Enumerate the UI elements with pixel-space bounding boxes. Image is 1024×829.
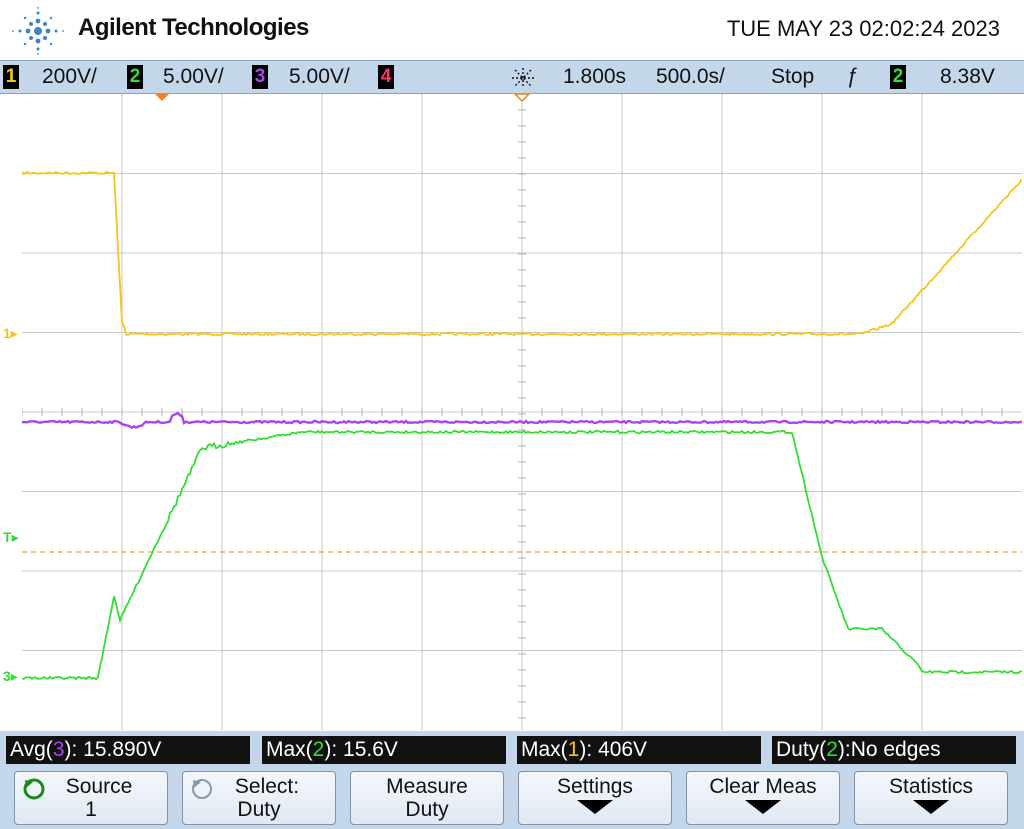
meas-channel: 3 (52, 738, 65, 761)
statistics-label: Statistics (888, 775, 974, 798)
horizontal-delay[interactable]: 1.800s (563, 65, 627, 88)
trigger-source-badge[interactable]: 2 (890, 65, 906, 89)
select-label: Select: (234, 775, 300, 798)
measure-value: Duty (405, 798, 449, 821)
channel-3-trace (22, 411, 1022, 429)
channel-marker-margin: 1▸ T▸ 3▸ (0, 94, 22, 730)
channel-2-badge[interactable]: 2 (127, 65, 143, 89)
channel-status-bar: 1 200V/ 2 5.00V/ 3 5.00V/ 4 1.800s 500.0… (0, 60, 1024, 94)
submenu-arrow-icon (577, 800, 613, 814)
meas-channel: 1 (567, 738, 580, 761)
channel-3-ground-marker[interactable]: 3▸ (3, 668, 18, 684)
measurement-max-ch1[interactable]: Max(1): 406V (517, 736, 761, 764)
source-label: Source (65, 775, 133, 798)
softkey-bar: Source 1 Select: Duty Measure Duty Setti… (0, 769, 1024, 829)
channel-2-scale[interactable]: 5.00V/ (163, 65, 224, 88)
measurement-duty-ch2[interactable]: Duty(2):No edges (772, 736, 1016, 764)
channel-1-ground-marker[interactable]: 1▸ (3, 325, 18, 341)
channel-3-badge[interactable]: 3 (252, 65, 268, 89)
channel-1-scale[interactable]: 200V/ (42, 65, 97, 88)
header: Agilent Technologies TUE MAY 23 02:02:24… (0, 0, 1024, 60)
channel-2-trace (22, 429, 1022, 681)
channel-1-ground-label: 1 (3, 325, 11, 341)
statistics-softkey[interactable]: Statistics (854, 771, 1008, 825)
meas-value: ): 406V (579, 738, 648, 761)
meas-label: Avg( (10, 738, 53, 761)
select-softkey[interactable]: Select: Duty (182, 771, 336, 825)
waveform-grid (22, 94, 1022, 730)
measurement-bar: Avg(3): 15.890V Max(2): 15.6V Max(1): 40… (0, 731, 1024, 769)
clear-meas-softkey[interactable]: Clear Meas (686, 771, 840, 825)
source-value: 1 (85, 798, 97, 821)
submenu-arrow-icon (913, 800, 949, 814)
source-softkey[interactable]: Source 1 (14, 771, 168, 825)
trigger-position-marker-icon (155, 94, 169, 101)
meas-value: ): 15.890V (64, 738, 162, 761)
trigger-level-label: T (3, 529, 12, 545)
rotate-knob-icon (23, 778, 45, 800)
channel-1-trace (22, 170, 1022, 337)
channel-1-badge[interactable]: 1 (3, 65, 19, 89)
meas-channel: 2 (826, 738, 838, 761)
clear-meas-label: Clear Meas (709, 775, 817, 798)
agilent-spark-logo-icon (12, 7, 64, 55)
trigger-level-marker[interactable]: T▸ (3, 529, 19, 545)
waveform-display[interactable] (22, 94, 1022, 730)
delay-reference-marker-icon (513, 94, 531, 103)
settings-softkey[interactable]: Settings (518, 771, 672, 825)
meas-label: Max( (266, 738, 313, 761)
meas-channel: 2 (312, 738, 325, 761)
measurement-max-ch2[interactable]: Max(2): 15.6V (262, 736, 506, 764)
meas-label: Duty( (776, 738, 827, 761)
brand-name: Agilent Technologies (78, 14, 309, 41)
run-state[interactable]: Stop (771, 65, 815, 88)
meas-value: ):No edges (837, 738, 941, 761)
channel-3-scale[interactable]: 5.00V/ (289, 65, 350, 88)
submenu-arrow-icon (745, 800, 781, 814)
channel-3-ground-label: 3 (3, 668, 11, 684)
timebase-scale[interactable]: 500.0s/ (656, 65, 725, 88)
select-value: Duty (237, 798, 281, 821)
delay-icon (512, 68, 534, 88)
measure-softkey[interactable]: Measure Duty (350, 771, 504, 825)
trigger-slope-icon[interactable]: ƒ (846, 65, 858, 88)
meas-label: Max( (521, 738, 568, 761)
channel-4-badge[interactable]: 4 (378, 65, 394, 89)
meas-value: ): 15.6V (324, 738, 398, 761)
date-time: TUE MAY 23 02:02:24 2023 (726, 16, 1000, 41)
rotate-knob-disabled-icon (192, 779, 212, 799)
trigger-level[interactable]: 8.38V (940, 65, 995, 88)
measurement-avg-ch3[interactable]: Avg(3): 15.890V (6, 736, 250, 764)
measure-label: Measure (386, 775, 468, 798)
settings-label: Settings (557, 775, 633, 798)
